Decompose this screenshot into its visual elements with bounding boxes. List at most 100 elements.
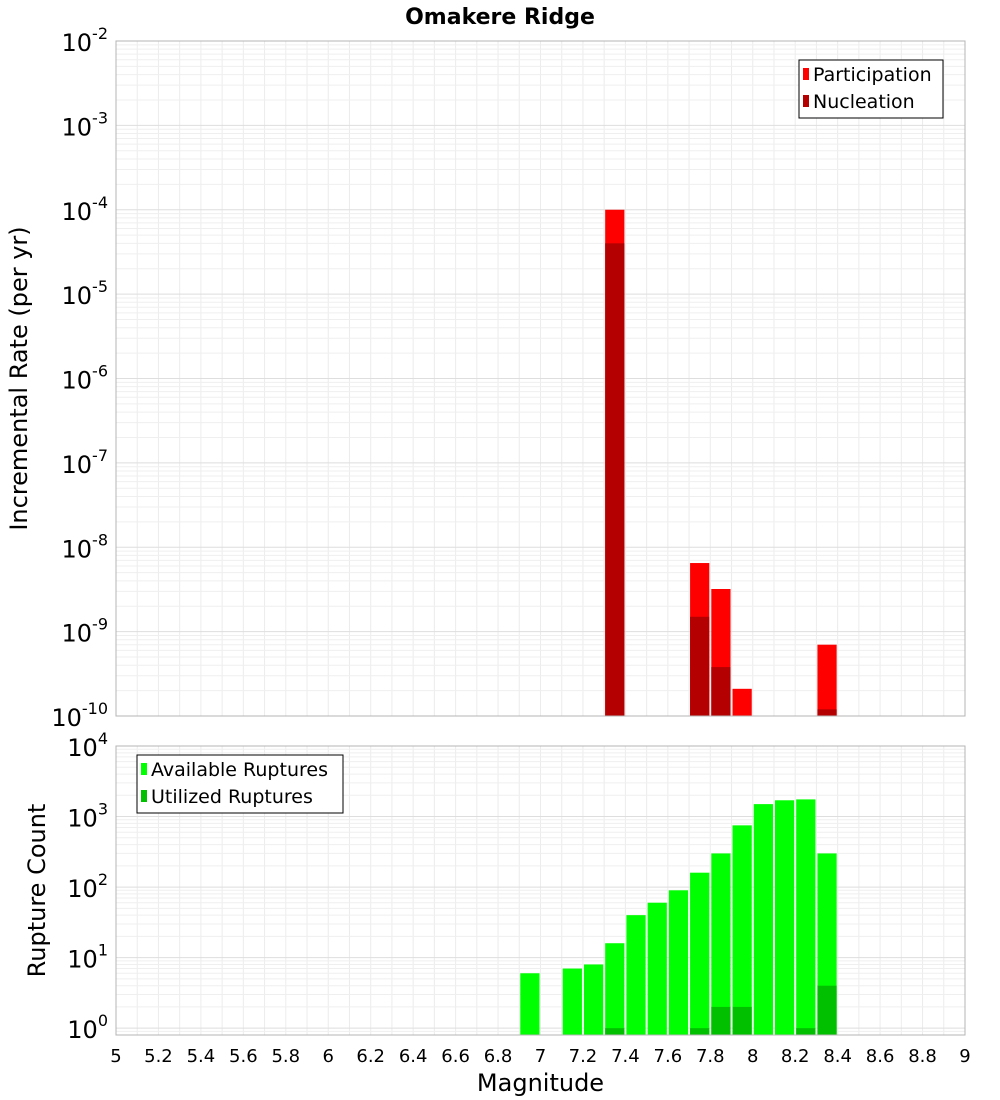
bar-available-ruptures (562, 968, 582, 1035)
y-tick-base: 10 (67, 875, 98, 903)
x-tick-label: 8 (747, 1046, 758, 1067)
bar-nucleation (605, 243, 625, 717)
legend-label: Participation (813, 64, 932, 86)
y-tick-base: 10 (67, 946, 98, 974)
y-tick-exponent: -2 (92, 24, 108, 43)
x-tick-label: 7 (535, 1046, 546, 1067)
bar-utilized-ruptures (690, 1028, 710, 1035)
x-tick-label: 5.2 (144, 1046, 173, 1067)
x-tick-label: 9 (959, 1046, 970, 1067)
y-tick-label: 10-9 (62, 615, 109, 648)
bar-available-ruptures (796, 799, 816, 1035)
y-tick-exponent: 4 (98, 729, 108, 748)
bar-utilized-ruptures (796, 1028, 816, 1035)
bar-available-ruptures (753, 804, 773, 1035)
x-tick-label: 7.2 (569, 1046, 598, 1067)
y-tick-exponent: 2 (98, 870, 108, 889)
y-tick-label: 103 (67, 800, 108, 833)
x-tick-label: 7.6 (654, 1046, 683, 1067)
y-tick-base: 10 (67, 1016, 98, 1044)
y-tick-label: 10-4 (62, 193, 109, 226)
bar-available-ruptures (605, 943, 625, 1035)
y-tick-exponent: -7 (92, 446, 108, 465)
y-tick-base: 10 (62, 113, 93, 141)
bar-available-ruptures (647, 902, 667, 1035)
bar-available-ruptures (583, 964, 604, 1035)
chart-title: Omakere Ridge (405, 5, 595, 30)
y-tick-base: 10 (62, 198, 93, 226)
bar-nucleation (711, 667, 731, 716)
bar-available-ruptures (626, 915, 646, 1035)
x-tick-label: 5 (110, 1046, 121, 1067)
bar-available-ruptures (520, 973, 540, 1035)
y-tick-label: 10-2 (62, 24, 109, 57)
bar-utilized-ruptures (605, 1028, 625, 1035)
x-axis-label: Magnitude (477, 1069, 604, 1097)
bar-nucleation (817, 709, 837, 716)
y-tick-label: 10-7 (62, 446, 109, 479)
legend-swatch (803, 68, 809, 80)
x-tick-label: 6.6 (441, 1046, 470, 1067)
bars (605, 209, 837, 717)
x-tick-label: 7.4 (611, 1046, 640, 1067)
plot-frame (115, 745, 966, 1036)
bar-available-ruptures (690, 872, 710, 1035)
y-tick-exponent: -5 (92, 277, 108, 296)
y-axis-label: Rupture Count (23, 804, 51, 978)
y-tick-label: 104 (67, 729, 108, 762)
y-tick-label: 10-10 (51, 699, 108, 732)
y-tick-exponent: 3 (98, 800, 108, 819)
bar-available-ruptures (711, 853, 731, 1035)
x-tick-label: 6.4 (399, 1046, 428, 1067)
legend-label: Nucleation (813, 91, 915, 113)
y-tick-label: 10-3 (62, 108, 109, 141)
legend-box (798, 59, 944, 119)
x-tick-label: 7.8 (696, 1046, 725, 1067)
y-tick-exponent: 1 (98, 941, 108, 960)
x-tick-label: 8.6 (866, 1046, 895, 1067)
y-tick-base: 10 (62, 535, 93, 563)
legend: Participation Nucleation (798, 59, 944, 119)
bar-available-ruptures (668, 890, 689, 1035)
legend-swatch (141, 790, 147, 802)
y-tick-label: 102 (67, 870, 108, 903)
y-tick-base: 10 (62, 367, 93, 395)
bar-utilized-ruptures (732, 1006, 752, 1035)
bar-available-ruptures (732, 825, 752, 1035)
y-tick-label: 10-8 (62, 530, 109, 563)
y-tick-label: 10-5 (62, 277, 109, 310)
bar-available-ruptures (774, 800, 795, 1035)
y-tick-label: 100 (67, 1011, 108, 1044)
y-tick-base: 10 (62, 620, 93, 648)
y-tick-base: 10 (62, 451, 93, 479)
x-tick-labels: 5 5.2 5.4 5.6 5.8 6 6.2 6.4 6.6 6.8 7 7.2 7.4 7.6 7.8 8… (110, 1046, 970, 1067)
participation-nucleation-panel: 10-210-310-410-510-610-710-810-910-10Inc… (5, 24, 966, 732)
legend: Available Ruptures Utilized Ruptures (136, 754, 344, 814)
y-tick-base: 10 (62, 29, 93, 57)
legend-swatch (803, 95, 809, 107)
x-tick-label: 8.2 (781, 1046, 810, 1067)
bar-participation (732, 688, 752, 716)
x-tick-label: 5.6 (229, 1046, 258, 1067)
x-tick-label: 6.2 (356, 1046, 385, 1067)
y-tick-exponent: -9 (92, 615, 108, 634)
grid (115, 41, 966, 717)
y-tick-base: 10 (62, 282, 93, 310)
y-tick-exponent: -4 (92, 193, 108, 212)
y-axis-label: Incremental Rate (per yr) (5, 226, 33, 530)
y-tick-base: 10 (51, 704, 82, 732)
legend-box (136, 754, 344, 814)
y-tick-label: 101 (67, 941, 108, 974)
y-tick-exponent: -6 (92, 362, 108, 381)
y-tick-exponent: -8 (92, 530, 108, 549)
bar-nucleation (690, 616, 710, 716)
bar-utilized-ruptures (817, 985, 837, 1035)
y-tick-exponent: -10 (82, 699, 108, 718)
plot-frame (115, 40, 966, 717)
x-tick-label: 6.8 (484, 1046, 513, 1067)
legend-label: Utilized Ruptures (151, 786, 313, 808)
legend-label: Available Ruptures (151, 759, 328, 781)
y-tick-exponent: -3 (92, 108, 108, 127)
